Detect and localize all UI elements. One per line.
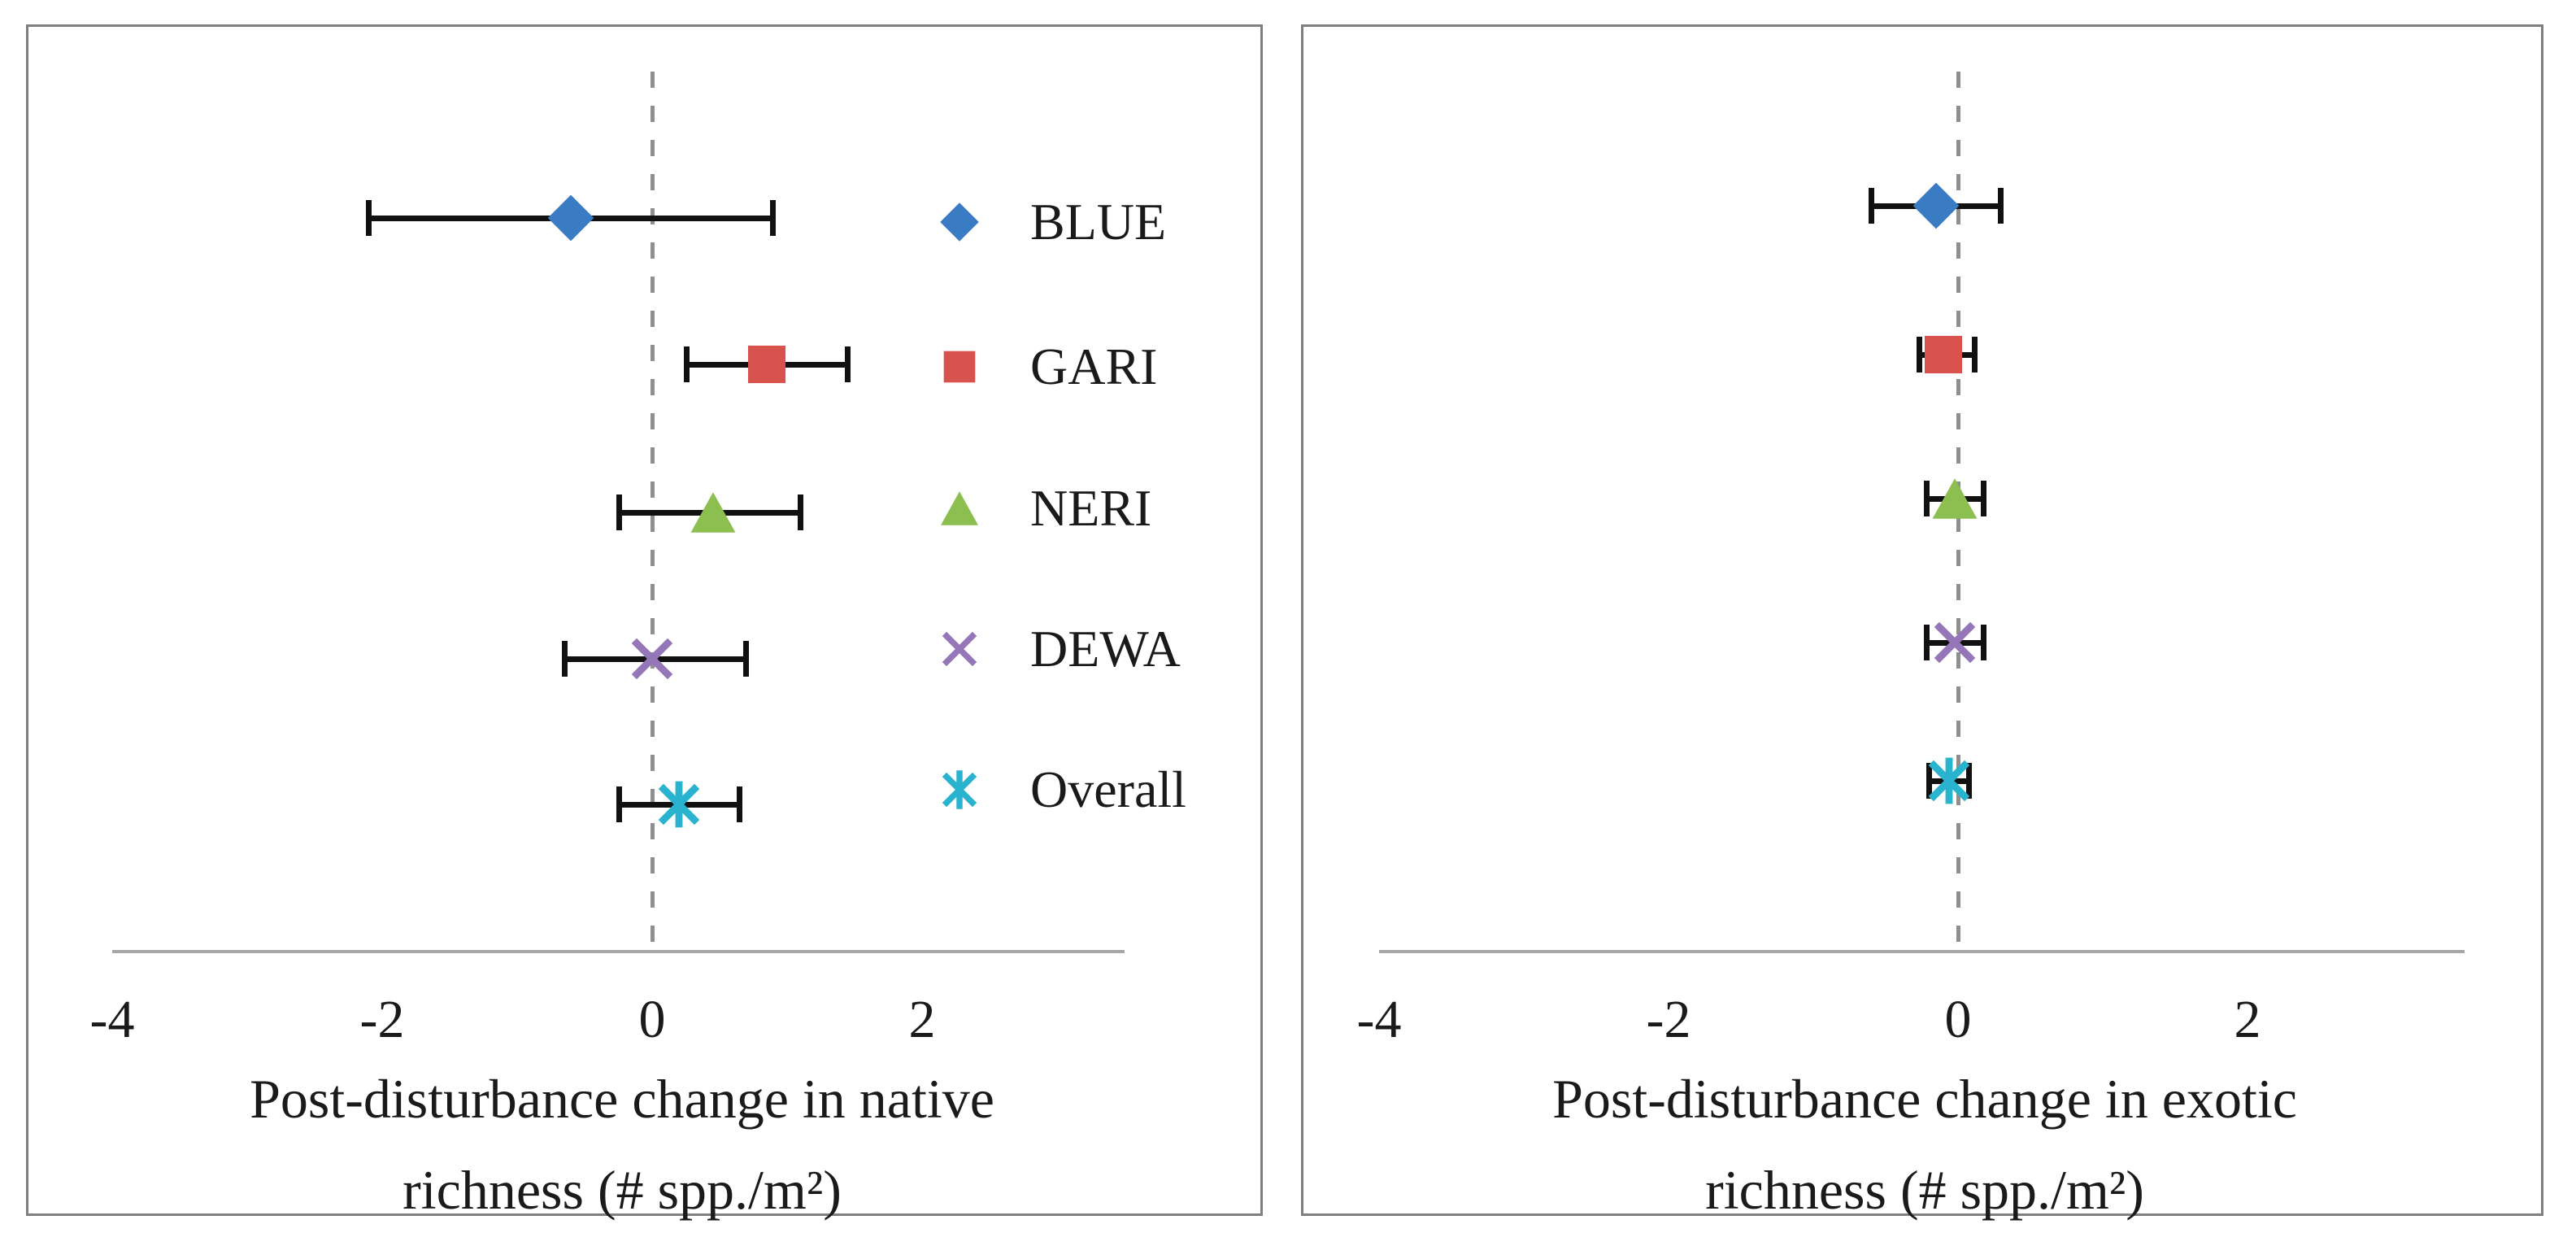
x-axis-title-exotic: Post-disturbance change in exotic richne…	[1303, 1053, 2546, 1235]
x-axis-line	[1379, 950, 2465, 953]
error-bar-cap-left	[1923, 625, 1930, 660]
error-bar-cap-left	[366, 200, 372, 236]
x-tick-label: -2	[359, 990, 405, 1049]
error-bar-cap-left	[562, 641, 568, 677]
error-bar-cap-right	[1981, 625, 1987, 660]
error-bar-cap-right	[1972, 337, 1978, 372]
legend-label-overall: Overall	[1030, 760, 1186, 818]
error-bar-cap-right	[844, 346, 851, 382]
x-tick-label: 0	[1944, 990, 1972, 1049]
overall-marker	[1924, 756, 1974, 806]
error-bar-cap-left	[1923, 481, 1930, 516]
legend-label-dewa: DEWA	[1030, 620, 1181, 677]
error-bar-cap-left	[616, 494, 622, 530]
overall-marker	[654, 779, 704, 830]
neri-marker	[688, 487, 738, 538]
blue-marker	[546, 193, 596, 243]
gari-legend-marker	[938, 346, 981, 388]
legend-label-blue: BLUE	[1030, 193, 1167, 251]
x-tick-label: 2	[2234, 990, 2261, 1049]
x-axis-title-native-line1: Post-disturbance change in native	[250, 1068, 994, 1130]
error-bar-cap-right	[797, 494, 803, 530]
x-tick-label: -4	[89, 990, 135, 1049]
neri-marker	[1930, 473, 1980, 524]
overall-legend-marker	[938, 769, 981, 811]
x-tick-label: 0	[638, 990, 666, 1049]
dewa-legend-marker	[938, 628, 981, 670]
x-axis-title-native-line2: richness (# spp./m²)	[402, 1159, 842, 1221]
native-richness-panel: Post-disturbance change in native richne…	[26, 24, 1263, 1221]
x-axis-title-native: Post-disturbance change in native richne…	[28, 1053, 1216, 1235]
error-bar-cap-right	[743, 641, 750, 677]
error-bar-cap-left	[683, 346, 690, 382]
x-tick-label: 2	[908, 990, 936, 1049]
x-axis-title-exotic-line1: Post-disturbance change in exotic	[1552, 1068, 2297, 1130]
error-bar-cap-left	[1926, 763, 1933, 799]
x-tick-label: -2	[1646, 990, 1691, 1049]
dewa-marker	[1930, 617, 1980, 668]
error-bar-cap-left	[1869, 188, 1875, 224]
x-axis-title-exotic-line2: richness (# spp./m²)	[1705, 1159, 2144, 1221]
blue-marker	[1911, 181, 1961, 231]
exotic-richness-panel: Post-disturbance change in exotic richne…	[1301, 24, 2543, 1221]
legend-label-gari: GARI	[1030, 338, 1158, 395]
error-bar-cap-right	[770, 200, 777, 236]
error-bar-cap-right	[736, 786, 742, 822]
gari-marker	[1918, 329, 1969, 380]
error-bar-cap-right	[1981, 481, 1987, 516]
dewa-marker	[627, 634, 677, 684]
error-bar-cap-right	[1998, 188, 2004, 224]
x-tick-label: -4	[1356, 990, 1402, 1049]
error-bar-cap-left	[616, 786, 622, 822]
error-bar-cap-left	[1916, 337, 1922, 372]
error-bar-cap-right	[1966, 763, 1973, 799]
legend-label-neri: NERI	[1030, 479, 1152, 537]
neri-legend-marker	[938, 487, 981, 529]
blue-legend-marker	[938, 201, 981, 243]
x-axis-line	[112, 950, 1125, 953]
gari-marker	[742, 339, 792, 390]
